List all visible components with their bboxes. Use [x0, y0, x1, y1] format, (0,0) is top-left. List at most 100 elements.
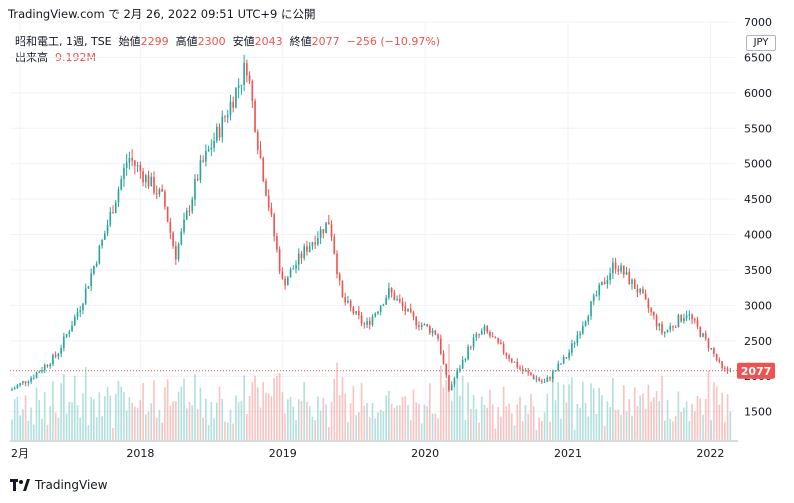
candle-body [341, 280, 344, 297]
volume-bar [11, 419, 13, 440]
volume-bar [24, 395, 27, 440]
volume-bar [235, 395, 237, 440]
volume-bar [306, 401, 308, 440]
volume-bar [494, 428, 497, 440]
candle-body [306, 246, 308, 252]
volume-bar [715, 386, 718, 440]
candle-body [636, 288, 639, 293]
volume-bar [379, 409, 382, 440]
volume-bar [475, 408, 478, 440]
candle-body [254, 100, 256, 132]
candle-body [497, 337, 499, 343]
candle-body [235, 87, 237, 108]
volume-bar [300, 401, 303, 440]
candle-body [513, 361, 516, 363]
candle-body [366, 321, 368, 325]
volume-bar [251, 381, 254, 440]
volume-bar [519, 396, 521, 440]
candle-body [470, 346, 472, 348]
candle-body [243, 63, 245, 85]
candle-body [568, 352, 570, 359]
candle-body [30, 378, 32, 382]
candle-body [172, 232, 174, 247]
footer-brand[interactable]: TradingView [10, 478, 108, 492]
candle-body [221, 116, 224, 138]
volume-bar [587, 416, 590, 440]
candle-body [267, 195, 270, 208]
volume-bar [73, 375, 76, 440]
volume-bar [49, 406, 52, 440]
volume-bar [513, 425, 516, 440]
volume-bar [620, 414, 622, 440]
volume-bar [338, 395, 341, 440]
candle-body [448, 375, 450, 391]
volume-bar [631, 415, 633, 440]
candle-body [573, 343, 576, 345]
candle-body [606, 280, 609, 284]
candle-body [73, 316, 76, 326]
volume-bar [243, 375, 245, 440]
candle-body [691, 314, 693, 320]
candle-body [46, 365, 49, 367]
price-tick-label: 6000 [744, 87, 772, 100]
volume-bar [704, 399, 707, 440]
volume-bar [658, 400, 661, 440]
candle-body [658, 323, 661, 327]
candle-body [297, 253, 300, 265]
volume-bar [456, 377, 458, 440]
volume-bar [267, 393, 270, 440]
volume-bar [636, 406, 639, 440]
candle-body [265, 180, 267, 196]
volume-bar [95, 417, 98, 440]
candle-body [625, 271, 628, 275]
volume-bar [87, 425, 90, 440]
volume-bar [480, 396, 483, 440]
candle-body [289, 269, 292, 278]
candle-body [415, 316, 418, 326]
open-value: 2299 [140, 35, 169, 48]
candle-body [278, 249, 281, 272]
candle-body [114, 202, 117, 214]
currency-button[interactable]: JPY [746, 35, 776, 51]
last-price-badge-bg [737, 362, 775, 379]
volume-bar [13, 399, 16, 440]
candle-body [669, 326, 672, 330]
candle-body [699, 326, 702, 337]
volume-bar [79, 417, 82, 440]
candle-body [38, 371, 41, 373]
volume-bar [584, 402, 587, 440]
candle-body [491, 336, 494, 338]
volume-bar [672, 421, 674, 440]
volume-bar [237, 402, 240, 440]
price-tick-label: 3500 [744, 264, 772, 277]
volume-bar [431, 413, 434, 440]
candle-body [592, 295, 595, 302]
candle-body [633, 279, 636, 289]
candle-body [483, 326, 486, 331]
candle-body [467, 346, 469, 360]
volume-bar [226, 422, 229, 440]
volume-bar [221, 399, 224, 440]
volume-bar [232, 423, 235, 440]
candle-body [352, 307, 355, 314]
candle-body [532, 375, 535, 379]
candle-body [248, 75, 251, 81]
candle-body [13, 387, 16, 390]
candle-body [601, 281, 603, 286]
volume-bar [52, 380, 54, 440]
volume-bar [606, 401, 609, 440]
candle-body [158, 189, 161, 195]
volume-bar [106, 386, 109, 440]
time-axis[interactable]: 2月 2018 2019 2020 2021 2022 [11, 447, 724, 460]
volume-bar [147, 411, 150, 440]
volume-bar [327, 427, 330, 440]
candle-body [562, 357, 565, 364]
price-axis[interactable]: 1500200025003000350040004500500055006000… [744, 16, 772, 419]
volume-bar [713, 382, 715, 440]
candle-body [112, 212, 114, 214]
candle-body [541, 380, 543, 383]
candle-body [653, 311, 655, 316]
candle-body [65, 334, 68, 337]
candle-body [614, 262, 617, 270]
